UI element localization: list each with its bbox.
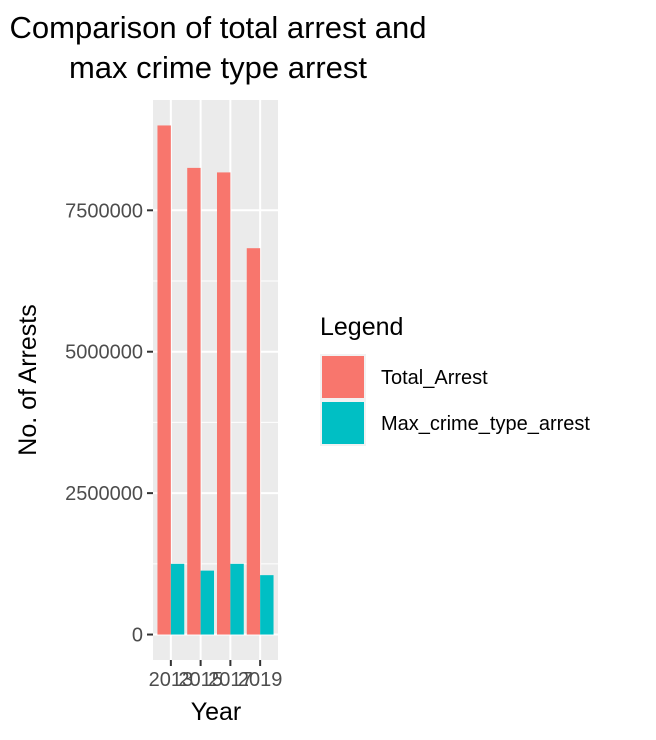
legend: Legend Total_Arrest Max_crime_type_arrest: [320, 313, 590, 446]
y-axis-title: No. of Arrests: [14, 304, 42, 455]
bar-total-arrest-2015: [187, 167, 201, 635]
chart-title-line-1: Comparison of total arrest and: [10, 10, 427, 45]
bar-max-crime-type-arrest-2019: [260, 575, 274, 635]
y-tick-label: 0: [132, 625, 143, 647]
y-tick-label: 2500000: [65, 483, 143, 505]
x-axis-title: Year: [191, 698, 242, 726]
bar-total-arrest-2019: [246, 248, 261, 635]
y-tick-label: 7500000: [65, 200, 143, 222]
legend-title: Legend: [320, 313, 403, 341]
bar-total-arrest-2013: [157, 125, 171, 635]
legend-label-max-crime-type-arrest: Max_crime_type_arrest: [381, 413, 590, 435]
bar-max-crime-type-arrest-2015: [200, 570, 215, 635]
chart-title-line-2: max crime type arrest: [69, 50, 367, 85]
bar-max-crime-type-arrest-2013: [170, 563, 185, 635]
y-tick-label: 5000000: [65, 342, 143, 364]
x-tick-label: 2013: [149, 669, 194, 691]
x-tick-label: 2019: [238, 669, 283, 691]
legend-swatch-max-crime-type-arrest: [322, 402, 364, 444]
legend-swatch-total-arrest: [322, 356, 364, 398]
bar-max-crime-type-arrest-2017: [230, 563, 244, 635]
legend-label-total-arrest: Total_Arrest: [381, 367, 488, 389]
legend-items: Total_Arrest Max_crime_type_arrest: [320, 354, 590, 446]
x-tick-label: 2015: [178, 669, 223, 691]
x-tick-label: 2017: [208, 669, 253, 691]
bar-total-arrest-2017: [216, 172, 231, 635]
bars: [157, 125, 274, 635]
